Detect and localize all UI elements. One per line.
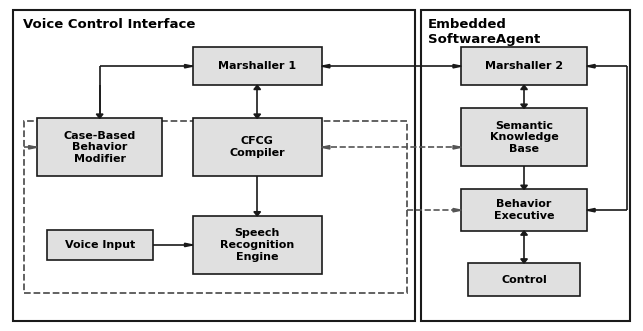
- Polygon shape: [254, 114, 260, 118]
- Bar: [461, 109, 586, 166]
- Polygon shape: [453, 65, 461, 68]
- Bar: [461, 189, 586, 231]
- Text: Voice Input: Voice Input: [64, 240, 135, 250]
- Polygon shape: [322, 146, 330, 149]
- Polygon shape: [521, 231, 527, 235]
- Polygon shape: [96, 114, 103, 118]
- Bar: [193, 118, 322, 176]
- Bar: [461, 47, 586, 85]
- Polygon shape: [254, 212, 260, 216]
- Text: Embedded
SoftwareAgent: Embedded SoftwareAgent: [428, 18, 540, 46]
- Polygon shape: [521, 259, 527, 263]
- Text: Voice Control Interface: Voice Control Interface: [23, 18, 195, 31]
- Bar: [37, 118, 162, 176]
- Polygon shape: [586, 65, 595, 68]
- Text: CFCG
Compiler: CFCG Compiler: [230, 136, 285, 158]
- Bar: [24, 121, 407, 293]
- Bar: [193, 47, 322, 85]
- Polygon shape: [28, 146, 37, 149]
- Text: Control: Control: [501, 275, 547, 285]
- Text: Marshaller 2: Marshaller 2: [485, 61, 563, 71]
- Bar: [13, 10, 415, 321]
- Polygon shape: [453, 209, 461, 212]
- Bar: [467, 263, 580, 296]
- Text: Case-Based
Behavior
Modifier: Case-Based Behavior Modifier: [64, 131, 136, 164]
- Polygon shape: [586, 209, 595, 212]
- Bar: [421, 10, 630, 321]
- Text: Behavior
Executive: Behavior Executive: [494, 199, 554, 221]
- Polygon shape: [453, 146, 461, 149]
- Polygon shape: [521, 104, 527, 109]
- Polygon shape: [521, 185, 527, 189]
- Bar: [193, 216, 322, 274]
- Polygon shape: [254, 85, 260, 89]
- Text: Marshaller 1: Marshaller 1: [218, 61, 296, 71]
- Polygon shape: [322, 65, 330, 68]
- Polygon shape: [185, 65, 193, 68]
- Text: Semantic
Knowledge
Base: Semantic Knowledge Base: [490, 121, 558, 154]
- Bar: [46, 230, 152, 260]
- Text: Speech
Recognition
Engine: Speech Recognition Engine: [220, 228, 294, 261]
- Polygon shape: [521, 85, 527, 89]
- Polygon shape: [185, 243, 193, 247]
